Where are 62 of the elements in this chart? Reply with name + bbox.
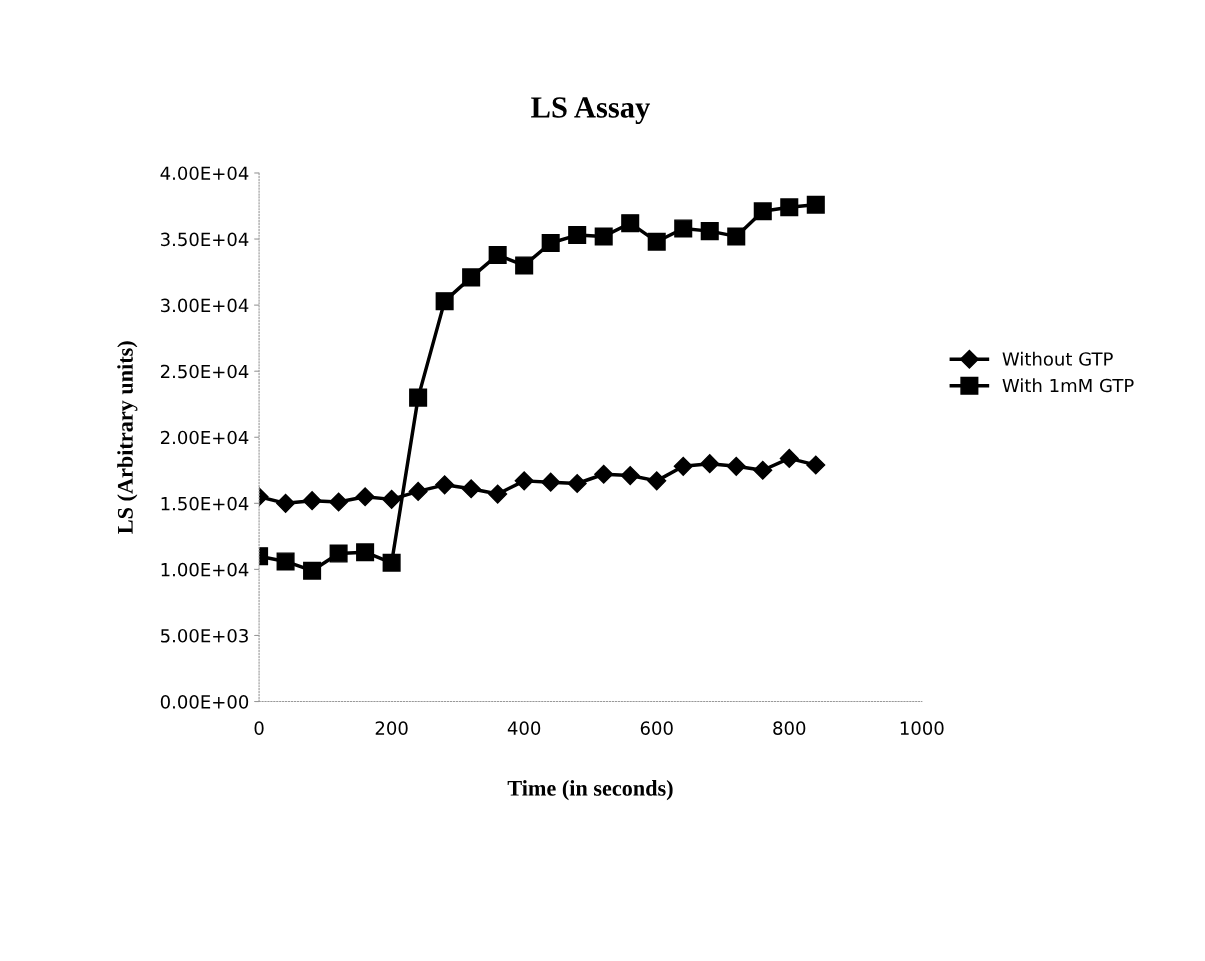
- point: [435, 292, 454, 311]
- y-tick-label: 1.00E+04: [161, 562, 249, 577]
- x-axis-title: Time (in seconds): [507, 780, 673, 801]
- point: [408, 481, 428, 501]
- y-tick-label: 3.00E+04: [161, 298, 249, 313]
- point: [780, 198, 799, 217]
- point: [382, 553, 401, 572]
- point: [488, 245, 507, 264]
- point: [435, 475, 455, 495]
- x-tick-label: 200: [375, 721, 408, 735]
- point: [302, 491, 322, 511]
- x-tick-label: 800: [773, 721, 806, 735]
- point: [647, 471, 667, 491]
- point: [567, 473, 587, 494]
- point: [514, 471, 534, 491]
- point: [515, 256, 534, 275]
- point: [488, 484, 508, 504]
- point: [568, 226, 587, 245]
- point: [541, 472, 561, 492]
- point: [753, 460, 773, 480]
- point: [700, 222, 719, 241]
- y-tick-label: 4.00E+04: [160, 166, 249, 181]
- point: [462, 268, 481, 287]
- y-axis-title: LS (Arbitrary units): [117, 341, 138, 534]
- y-tick-label: 3.50E+04: [161, 232, 249, 247]
- point: [674, 219, 693, 238]
- point: [806, 455, 826, 475]
- point: [329, 544, 348, 563]
- point: [303, 561, 322, 580]
- x-tick-label: 0: [254, 721, 264, 735]
- point: [594, 464, 614, 484]
- y-tick-label: 2.00E+04: [160, 430, 249, 445]
- point: [329, 492, 349, 512]
- point: [727, 227, 746, 246]
- point: [620, 466, 640, 486]
- y-tick-label: 2.50E+04: [160, 364, 249, 379]
- point: [276, 552, 295, 571]
- y-tick-label: 5.00E+03: [161, 628, 248, 643]
- point: [276, 493, 296, 513]
- point: [753, 202, 772, 221]
- point: [594, 227, 613, 246]
- y-tick-label: 0.00E+00: [160, 694, 249, 709]
- point: [409, 388, 428, 407]
- point: [461, 479, 481, 499]
- x-tick-label: 400: [507, 721, 541, 735]
- point: [806, 195, 825, 214]
- x-tick-label: 600: [640, 721, 673, 735]
- point: [382, 489, 402, 509]
- point: [700, 454, 720, 474]
- y-tick-label: 1.50E+04: [161, 496, 249, 511]
- point: [356, 543, 375, 562]
- point: [726, 456, 746, 476]
- legend-label: Without GTP: [1002, 351, 1113, 366]
- chart-title: LS Assay: [531, 97, 651, 125]
- point: [621, 214, 640, 233]
- x-tick-label: 1000: [900, 721, 944, 735]
- point: [355, 487, 375, 507]
- point: [779, 448, 799, 468]
- point: [541, 233, 560, 253]
- legend-label: With 1mM GTP: [1002, 378, 1134, 393]
- point: [647, 232, 666, 251]
- point: [673, 456, 693, 476]
